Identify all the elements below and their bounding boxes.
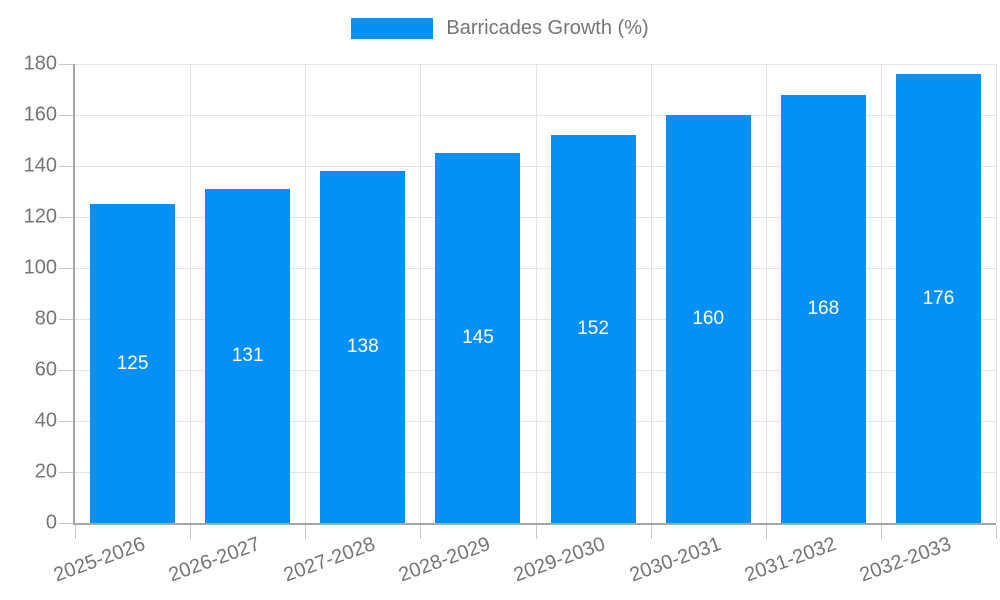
bar[interactable]: [550, 135, 636, 523]
bar-value-label: 160: [692, 308, 725, 329]
y-tick-mark: [59, 370, 73, 371]
bar-value-label: 125: [116, 352, 149, 374]
x-tick-mark: [996, 525, 997, 539]
bar[interactable]: [435, 153, 521, 523]
bar-value-label: 176: [922, 287, 955, 309]
y-axis-tick-label: 100: [23, 256, 57, 279]
x-tick-mark: [75, 525, 76, 539]
x-tick-mark: [305, 525, 307, 539]
y-tick-mark: [59, 523, 73, 524]
y-tick-mark: [59, 268, 73, 269]
x-tick-mark: [880, 525, 882, 539]
x-gridline: [880, 64, 882, 523]
plot-area: 0 20 40 60 80 100 120 140 160 180 125 2025-2026 131 2…: [24, 53, 997, 586]
bar-value-label: 168: [807, 297, 840, 319]
x-gridline: [420, 64, 422, 523]
bar-value-label: 145: [462, 327, 494, 349]
legend-label: Barricades Growth (%): [446, 17, 649, 39]
y-tick-mark: [59, 64, 73, 65]
y-tick-mark: [59, 421, 73, 422]
y-axis-tick-label: 0: [45, 511, 57, 534]
y-tick-mark: [59, 217, 73, 218]
x-gridline: [305, 64, 307, 523]
y-axis-tick-label: 160: [23, 103, 57, 126]
x-tick-mark: [420, 525, 422, 539]
x-gridline: [996, 64, 997, 523]
y-tick-mark: [59, 115, 73, 116]
y-axis-tick-label: 180: [23, 52, 57, 75]
y-axis-tick-label: 60: [34, 358, 57, 381]
x-gridline: [535, 64, 537, 523]
chart-legend-item[interactable]: Barricades Growth (%): [0, 17, 1000, 40]
bar-value-label: 131: [231, 344, 264, 366]
legend-color-swatch: [351, 18, 434, 39]
bar[interactable]: [665, 115, 751, 523]
x-gridline: [650, 64, 652, 523]
bar-value-label: 152: [577, 318, 609, 340]
y-tick-mark: [59, 472, 73, 473]
y-axis-tick-label: 40: [34, 409, 57, 432]
bar-value-label: 138: [346, 336, 379, 358]
x-tick-mark: [535, 525, 537, 539]
x-gridline: [190, 64, 192, 523]
bar[interactable]: [780, 94, 866, 523]
y-axis-tick-label: 20: [34, 460, 57, 483]
bar[interactable]: [90, 204, 176, 523]
bar[interactable]: [320, 171, 406, 523]
y-axis-tick-label: 80: [34, 307, 57, 330]
x-tick-mark: [765, 525, 767, 539]
x-gridline: [765, 64, 767, 523]
bar[interactable]: [205, 188, 291, 523]
y-tick-mark: [59, 166, 73, 167]
bar[interactable]: [895, 74, 981, 523]
x-tick-mark: [650, 525, 652, 539]
y-axis-tick-label: 120: [23, 205, 57, 228]
x-tick-mark: [190, 525, 192, 539]
y-axis-tick-label: 140: [23, 154, 57, 177]
y-tick-mark: [59, 319, 73, 320]
